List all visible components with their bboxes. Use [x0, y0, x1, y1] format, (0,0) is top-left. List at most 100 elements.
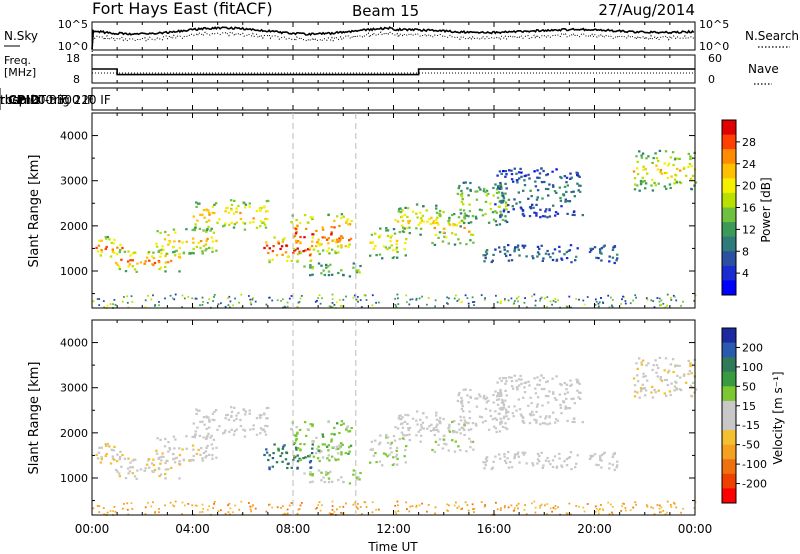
- velocity-echo-cell: [357, 476, 360, 479]
- power-echo-cell: [335, 241, 338, 244]
- velocity-echo-cell: [194, 433, 197, 436]
- velocity-echo-cell: [655, 371, 658, 374]
- velocity-echo-cell: [666, 371, 670, 374]
- velocity-echo-cell: [283, 444, 286, 447]
- velocity-echo-cell: [435, 425, 438, 428]
- velocity-echo-cell: [641, 359, 645, 362]
- velocity-echo-cell: [598, 455, 602, 458]
- velocity-echo-cell: [294, 439, 298, 442]
- power-echo-cell: [144, 260, 147, 263]
- power-echo-cell: [494, 210, 497, 213]
- velocity-echo-cell: [280, 507, 282, 509]
- velocity-echo-cell: [113, 445, 116, 448]
- power-echo-cell: [167, 234, 170, 237]
- velocity-echo-cell: [178, 454, 182, 457]
- velocity-echo-cell: [669, 393, 672, 397]
- power-echo-cell: [565, 176, 569, 179]
- power-echo-cell: [285, 244, 288, 247]
- velocity-echo-cell: [293, 455, 296, 458]
- power-echo-cell: [543, 180, 546, 184]
- velocity-echo-cell: [532, 464, 535, 467]
- power-echo-cell: [311, 273, 314, 276]
- velocity-echo-cell: [311, 423, 314, 426]
- power-echo-cell: [551, 258, 555, 262]
- power-echo-cell: [665, 171, 668, 175]
- velocity-echo-cell: [646, 379, 649, 382]
- velocity-echo-cell: [327, 477, 331, 480]
- power-echo-cell: [608, 255, 611, 258]
- velocity-echo-cell: [569, 379, 572, 382]
- velocity-echo-cell: [123, 503, 125, 505]
- velocity-echo-cell: [499, 423, 502, 426]
- power-echo-cell: [401, 219, 405, 222]
- velocity-echo-cell: [507, 451, 510, 454]
- power-echo-cell: [690, 187, 693, 190]
- velocity-echo-cell: [658, 507, 661, 510]
- colorbar-tick-label: 24: [742, 158, 756, 171]
- power-echo-cell: [249, 298, 252, 301]
- power-echo-cell: [295, 228, 298, 231]
- velocity-echo-cell: [652, 364, 655, 367]
- power-echo-cell: [286, 255, 290, 259]
- velocity-echo-cell: [528, 413, 532, 416]
- velocity-echo-cell: [438, 416, 442, 419]
- power-echo-cell: [293, 249, 296, 252]
- velocity-echo-cell: [195, 408, 198, 411]
- velocity-echo-cell: [663, 369, 666, 372]
- velocity-echo-cell: [427, 504, 430, 506]
- velocity-echo-cell: [400, 431, 404, 434]
- velocity-echo-cell: [535, 421, 538, 424]
- velocity-echo-cell: [669, 363, 673, 366]
- velocity-echo-cell: [417, 430, 420, 433]
- velocity-echo-cell: [546, 503, 549, 505]
- power-echo-cell: [546, 173, 549, 176]
- power-echo-cell: [277, 240, 280, 243]
- power-echo-cell: [691, 174, 695, 177]
- velocity-echo-cell: [484, 398, 487, 401]
- velocity-echo-cell: [202, 451, 206, 455]
- velocity-echo-cell: [666, 511, 668, 514]
- power-echo-cell: [597, 257, 600, 260]
- velocity-echo-cell: [233, 406, 236, 409]
- velocity-echo-cell: [316, 448, 319, 451]
- power-echo-cell: [398, 231, 401, 234]
- power-echo-cell: [471, 296, 474, 299]
- power-echo-cell: [479, 188, 482, 191]
- velocity-echo-cell: [615, 466, 618, 469]
- power-echo-cell: [201, 296, 204, 299]
- power-echo-cell: [559, 199, 563, 202]
- velocity-echo-cell: [555, 466, 558, 469]
- power-echo-cell: [248, 202, 251, 205]
- power-echo-cell: [300, 295, 303, 297]
- velocity-echo-cell: [352, 503, 355, 506]
- freq-series: [92, 68, 695, 76]
- power-echo-cell: [669, 156, 673, 159]
- velocity-echo-cell: [548, 422, 552, 425]
- velocity-echo-cell: [660, 506, 663, 509]
- velocity-echo-cell: [209, 436, 212, 439]
- velocity-echo-cell: [572, 417, 576, 420]
- power-echo-cell: [492, 194, 495, 197]
- power-echo-cell: [482, 190, 486, 193]
- velocity-echo-cell: [623, 503, 625, 505]
- velocity-echo-cell: [311, 473, 314, 476]
- power-echo-cell: [113, 238, 116, 241]
- power-echo-cell: [302, 250, 305, 253]
- power-echo-cell: [558, 250, 561, 253]
- velocity-echo-cell: [239, 418, 242, 422]
- power-echo-cell: [230, 203, 234, 206]
- velocity-echo-cell: [610, 503, 612, 506]
- beam-label: Beam 15: [352, 2, 419, 20]
- power-echo-cell: [342, 298, 345, 301]
- velocity-echo-cell: [536, 403, 539, 406]
- power-echo-cell: [252, 217, 255, 220]
- velocity-echo-cell: [330, 455, 334, 458]
- power-echo-cell: [690, 179, 694, 182]
- power-echo-cell: [335, 238, 339, 241]
- power-echo-cell: [405, 294, 408, 297]
- power-echo-cell: [541, 215, 545, 218]
- velocity-echo-cell: [318, 451, 322, 454]
- power-echo-cell: [328, 305, 331, 308]
- velocity-echo-cell: [327, 481, 331, 484]
- velocity-echo-cell: [531, 502, 533, 505]
